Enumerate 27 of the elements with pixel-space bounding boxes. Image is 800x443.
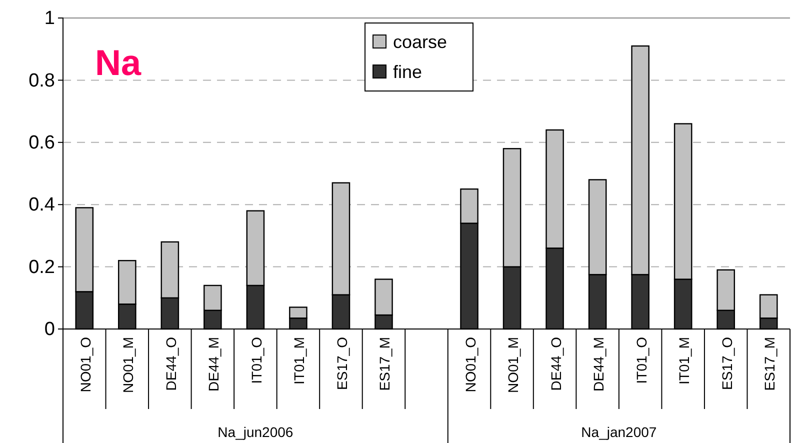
y-tick-label: 0.2 [28,256,55,278]
y-tick-label: 0.6 [28,132,55,154]
x-tick-label: DE44_O [162,336,179,391]
y-tick-label: 0 [44,319,55,340]
y-tick-label: 0.4 [28,194,56,216]
x-tick-label: IT01_O [633,336,650,384]
y-tick-label: 1 [44,8,55,30]
text: Na [95,42,142,83]
x-tick-label: ES17_M [376,337,393,391]
x-tick-label: NO01_M [505,337,522,394]
x-tick-label: NO01_M [120,337,136,394]
x-tick-label: NO01_O [462,336,478,392]
x-tick-label: NO01_O [77,336,94,392]
x-tick-label: ES17_O [718,336,735,390]
x-tick-label: ES17_O [334,336,350,390]
y-tick-label: 0.8 [28,70,55,92]
x-tick-label: DE44_M [206,337,222,392]
x-tick-label: IT01_O [248,336,264,384]
text: Na_jun2006 [218,424,294,440]
x-tick-label: DE44_M [590,337,607,392]
x-tick-label: DE44_O [548,336,564,391]
x-tick-label: ES17_M [762,337,778,391]
x-tick-label: IT01_M [676,337,692,384]
legend-label: fine [393,62,422,82]
text: Na_jan2007 [581,424,657,440]
x-tick-label: IT01_M [291,337,308,384]
legend-label: coarse [393,32,448,52]
